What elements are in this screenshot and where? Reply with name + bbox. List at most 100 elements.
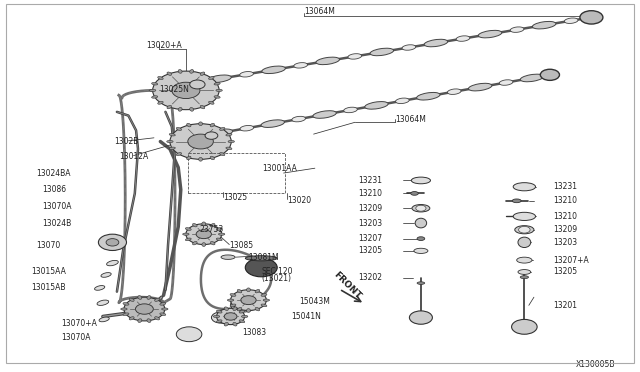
Ellipse shape	[414, 248, 428, 253]
Circle shape	[99, 234, 127, 250]
Ellipse shape	[233, 323, 237, 326]
Circle shape	[170, 124, 231, 159]
Ellipse shape	[239, 320, 244, 323]
Text: X130005B: X130005B	[575, 360, 615, 369]
Ellipse shape	[193, 241, 197, 245]
Text: (13021): (13021)	[261, 274, 291, 283]
Ellipse shape	[478, 31, 502, 38]
Ellipse shape	[237, 289, 242, 293]
Text: 13070+A: 13070+A	[61, 319, 97, 328]
Ellipse shape	[152, 83, 157, 85]
Ellipse shape	[210, 156, 214, 160]
Ellipse shape	[129, 317, 134, 320]
Ellipse shape	[447, 89, 461, 94]
Circle shape	[205, 132, 218, 139]
Ellipse shape	[348, 54, 362, 59]
Ellipse shape	[214, 96, 220, 98]
Circle shape	[124, 297, 165, 321]
Ellipse shape	[240, 125, 253, 131]
Ellipse shape	[228, 140, 234, 142]
Circle shape	[172, 82, 200, 99]
Text: 13203: 13203	[358, 219, 383, 228]
Ellipse shape	[411, 192, 419, 195]
Circle shape	[176, 327, 202, 341]
Text: 23753: 23753	[200, 225, 224, 234]
Ellipse shape	[176, 153, 182, 155]
Ellipse shape	[213, 315, 220, 318]
Ellipse shape	[227, 299, 234, 301]
Ellipse shape	[518, 237, 531, 247]
Ellipse shape	[512, 199, 521, 203]
Ellipse shape	[513, 212, 536, 221]
Ellipse shape	[129, 298, 134, 301]
Ellipse shape	[147, 319, 151, 323]
Ellipse shape	[189, 108, 194, 111]
Ellipse shape	[169, 147, 175, 150]
Text: 13081M: 13081M	[248, 253, 279, 262]
Ellipse shape	[237, 307, 242, 311]
Circle shape	[224, 313, 237, 320]
Ellipse shape	[160, 302, 166, 305]
Text: 13205: 13205	[358, 246, 383, 255]
Ellipse shape	[211, 224, 215, 227]
Circle shape	[186, 224, 221, 244]
Ellipse shape	[167, 105, 172, 109]
Ellipse shape	[220, 128, 225, 131]
Text: 13085: 13085	[229, 241, 253, 250]
Ellipse shape	[240, 71, 253, 77]
Circle shape	[416, 205, 426, 211]
Ellipse shape	[214, 83, 220, 85]
Ellipse shape	[150, 89, 156, 92]
Ellipse shape	[202, 243, 205, 246]
Ellipse shape	[101, 273, 111, 277]
Ellipse shape	[169, 134, 175, 136]
Ellipse shape	[208, 75, 231, 83]
Ellipse shape	[224, 323, 228, 326]
Ellipse shape	[167, 140, 173, 142]
Circle shape	[153, 71, 219, 110]
Ellipse shape	[210, 124, 214, 127]
Ellipse shape	[239, 310, 244, 313]
Ellipse shape	[147, 296, 151, 299]
Ellipse shape	[186, 228, 191, 230]
Text: 13231: 13231	[358, 176, 383, 185]
Text: 13205: 13205	[553, 267, 577, 276]
Ellipse shape	[417, 237, 425, 240]
Ellipse shape	[316, 57, 339, 65]
Ellipse shape	[216, 89, 222, 92]
Text: 13070: 13070	[36, 241, 60, 250]
Text: 13210: 13210	[553, 212, 577, 221]
Text: 13207: 13207	[358, 234, 383, 243]
Ellipse shape	[123, 313, 129, 315]
Ellipse shape	[198, 157, 202, 161]
Ellipse shape	[532, 22, 556, 29]
Ellipse shape	[415, 218, 427, 228]
Ellipse shape	[155, 298, 159, 301]
Ellipse shape	[121, 308, 127, 310]
Ellipse shape	[233, 307, 237, 311]
Circle shape	[511, 320, 537, 334]
Ellipse shape	[516, 257, 532, 263]
Ellipse shape	[216, 310, 222, 313]
Circle shape	[211, 312, 230, 323]
Ellipse shape	[186, 238, 191, 241]
Circle shape	[188, 134, 213, 149]
Ellipse shape	[220, 153, 225, 155]
Ellipse shape	[211, 241, 215, 245]
Ellipse shape	[178, 108, 182, 111]
Ellipse shape	[313, 111, 337, 118]
Ellipse shape	[152, 96, 157, 98]
Ellipse shape	[510, 27, 524, 32]
Text: SEC.120: SEC.120	[261, 267, 292, 276]
Ellipse shape	[520, 74, 544, 82]
Ellipse shape	[261, 304, 267, 307]
Ellipse shape	[182, 233, 189, 235]
Ellipse shape	[209, 77, 214, 80]
Ellipse shape	[123, 302, 129, 305]
Text: 13083: 13083	[242, 328, 266, 337]
Ellipse shape	[424, 39, 448, 47]
Ellipse shape	[255, 289, 260, 293]
Ellipse shape	[564, 18, 578, 23]
Text: 13012A: 13012A	[119, 152, 148, 161]
Text: 15043M: 15043M	[300, 297, 330, 306]
